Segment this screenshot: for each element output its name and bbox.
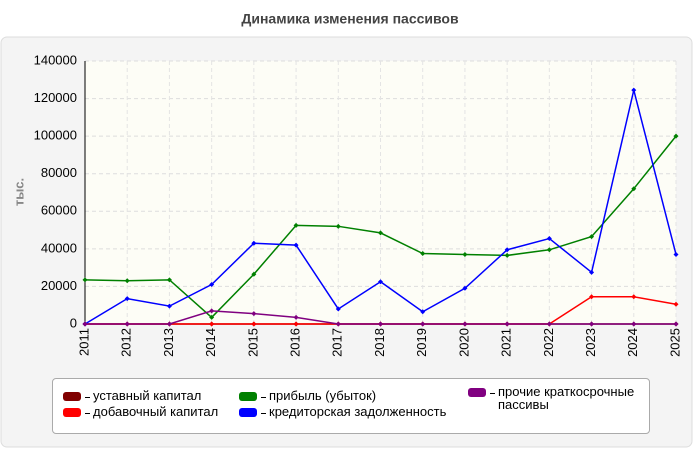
x-tick-label: 2016	[288, 328, 303, 357]
y-tick-label: 100000	[34, 128, 77, 143]
point	[589, 234, 595, 240]
point	[504, 321, 510, 327]
y-tick-label: 80000	[41, 165, 77, 180]
x-tick-label: 2019	[414, 328, 429, 357]
point	[378, 321, 383, 327]
point	[462, 251, 468, 257]
point	[82, 321, 88, 327]
x-tick-label: 2024	[625, 328, 640, 357]
legend-swatch	[468, 388, 486, 397]
point	[378, 279, 383, 285]
x-tick-label: 2015	[245, 328, 260, 357]
chart-title: Динамика изменения пассивов	[241, 11, 459, 27]
point	[82, 277, 88, 283]
point	[251, 311, 257, 317]
point	[673, 133, 679, 139]
legend-swatch	[239, 392, 257, 401]
point	[251, 271, 257, 277]
point	[335, 321, 341, 327]
legend-dash	[85, 397, 90, 398]
point	[335, 306, 341, 312]
point	[124, 278, 130, 284]
point	[166, 321, 172, 327]
x-tick-label: 2022	[541, 328, 556, 357]
legend-dash	[261, 397, 266, 398]
point	[293, 314, 299, 320]
y-tick-label: 40000	[41, 240, 77, 255]
point	[378, 230, 383, 236]
point	[251, 321, 257, 327]
point	[504, 252, 510, 258]
y-tick-label: 140000	[34, 52, 77, 67]
point	[631, 87, 637, 93]
point	[293, 222, 299, 228]
point	[631, 186, 637, 192]
x-tick-label: 2021	[499, 328, 514, 357]
legend-label: прибыль (убыток)	[269, 388, 377, 403]
point	[251, 240, 257, 246]
point	[420, 309, 426, 315]
y-tick-label: 120000	[34, 90, 77, 105]
legend-label: добавочный капитал	[93, 404, 219, 419]
y-tick-label: 0	[70, 315, 77, 330]
point	[631, 294, 637, 300]
legend-label: прочие краткосрочные пассивы	[498, 384, 635, 412]
point	[124, 321, 130, 327]
x-tick-label: 2011	[76, 328, 91, 356]
point	[546, 247, 552, 253]
legend-dash	[85, 413, 90, 414]
x-tick-label: 2023	[583, 328, 598, 357]
point	[209, 321, 215, 327]
x-tick-label: 2012	[119, 328, 134, 357]
legend-item: кредиторская задолженность	[239, 405, 446, 418]
x-tick-label: 2014	[203, 328, 218, 357]
legend-label: уставный капитал	[93, 388, 202, 403]
y-axis-label: тыс.	[11, 178, 26, 206]
point	[166, 303, 172, 309]
point	[462, 285, 468, 291]
legend-item: прибыль (убыток)	[239, 389, 376, 402]
point	[673, 251, 679, 257]
point	[589, 321, 595, 327]
point	[673, 321, 679, 327]
legend-swatch	[239, 408, 257, 417]
point	[335, 223, 341, 229]
y-tick-label: 20000	[41, 278, 77, 293]
point	[420, 321, 426, 327]
x-tick-label: 2017	[330, 328, 345, 357]
point	[462, 321, 468, 327]
point	[631, 321, 637, 327]
point	[546, 321, 552, 327]
legend-dash	[490, 393, 495, 394]
point	[589, 269, 595, 275]
point	[209, 308, 215, 314]
point	[209, 314, 215, 320]
legend-item: уставный капитал	[63, 389, 201, 402]
point	[209, 282, 215, 288]
point	[673, 301, 679, 307]
point	[124, 296, 130, 302]
legend-label: кредиторская задолженность	[269, 404, 447, 419]
point	[293, 321, 299, 327]
point	[504, 247, 510, 253]
legend-swatch	[63, 392, 81, 401]
legend-swatch	[63, 408, 81, 417]
legend-item: прочие краткосрочные пассивы	[468, 385, 648, 411]
x-tick-label: 2018	[372, 328, 387, 357]
legend: уставный капитал добавочный капитал прибыл…	[52, 378, 650, 434]
point	[420, 251, 426, 257]
y-tick-label: 60000	[41, 203, 77, 218]
x-tick-label: 2020	[456, 328, 471, 357]
legend-item: добавочный капитал	[63, 405, 218, 418]
x-tick-label: 2013	[161, 328, 176, 357]
point	[589, 294, 595, 300]
x-tick-label: 2025	[667, 328, 682, 357]
point	[546, 236, 552, 242]
point	[293, 242, 299, 248]
legend-dash	[261, 413, 266, 414]
point	[166, 277, 172, 283]
